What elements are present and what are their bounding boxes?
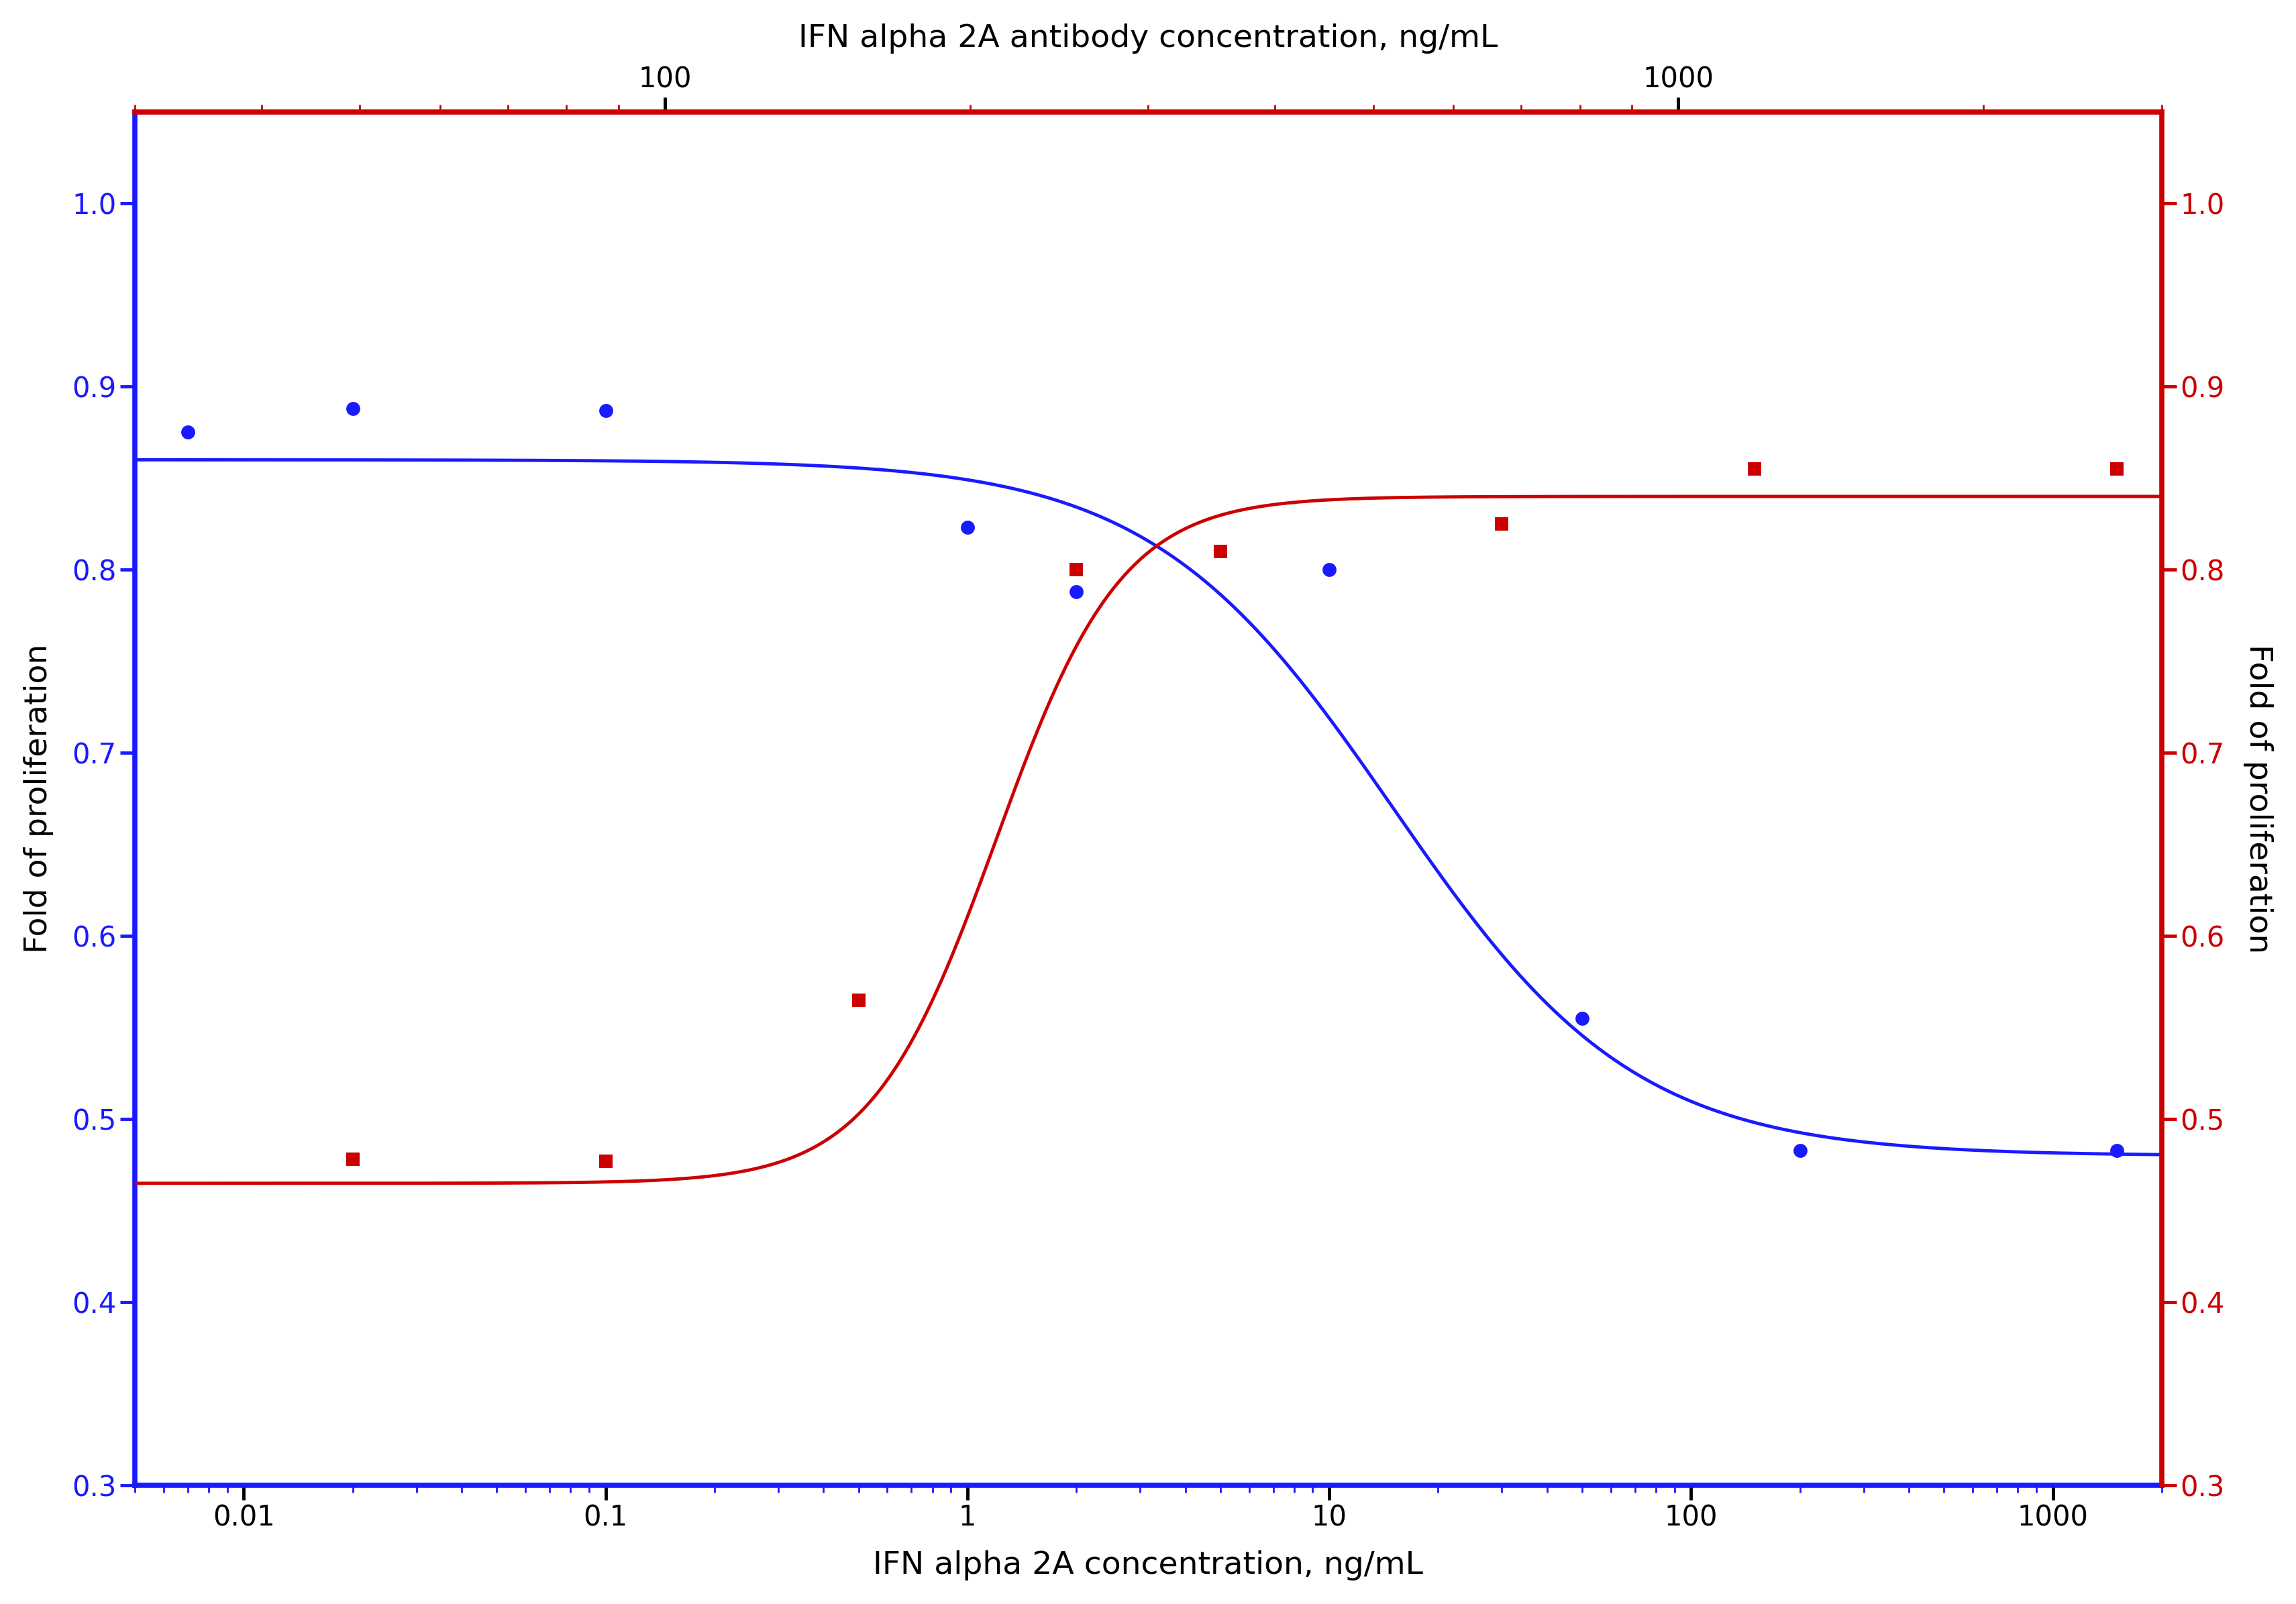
Point bbox=[588, 398, 625, 423]
X-axis label: IFN alpha 2A concentration, ng/mL: IFN alpha 2A concentration, ng/mL bbox=[872, 1551, 1424, 1580]
Point bbox=[840, 988, 877, 1014]
Point bbox=[588, 1148, 625, 1174]
Y-axis label: Fold of proliferation: Fold of proliferation bbox=[23, 643, 53, 953]
Point bbox=[2099, 1137, 2135, 1163]
Point bbox=[1564, 1006, 1600, 1031]
Point bbox=[1483, 512, 1520, 537]
Point bbox=[170, 420, 207, 446]
Point bbox=[335, 396, 372, 422]
Point bbox=[335, 1147, 372, 1173]
Point bbox=[1736, 456, 1773, 481]
X-axis label: IFN alpha 2A antibody concentration, ng/mL: IFN alpha 2A antibody concentration, ng/… bbox=[799, 24, 1497, 53]
Point bbox=[1311, 557, 1348, 582]
Y-axis label: Fold of proliferation: Fold of proliferation bbox=[2243, 643, 2273, 953]
Point bbox=[1201, 539, 1238, 565]
Point bbox=[1058, 557, 1095, 582]
Point bbox=[1058, 579, 1095, 605]
Point bbox=[1782, 1137, 1818, 1163]
Point bbox=[2099, 456, 2135, 481]
Point bbox=[948, 515, 985, 541]
